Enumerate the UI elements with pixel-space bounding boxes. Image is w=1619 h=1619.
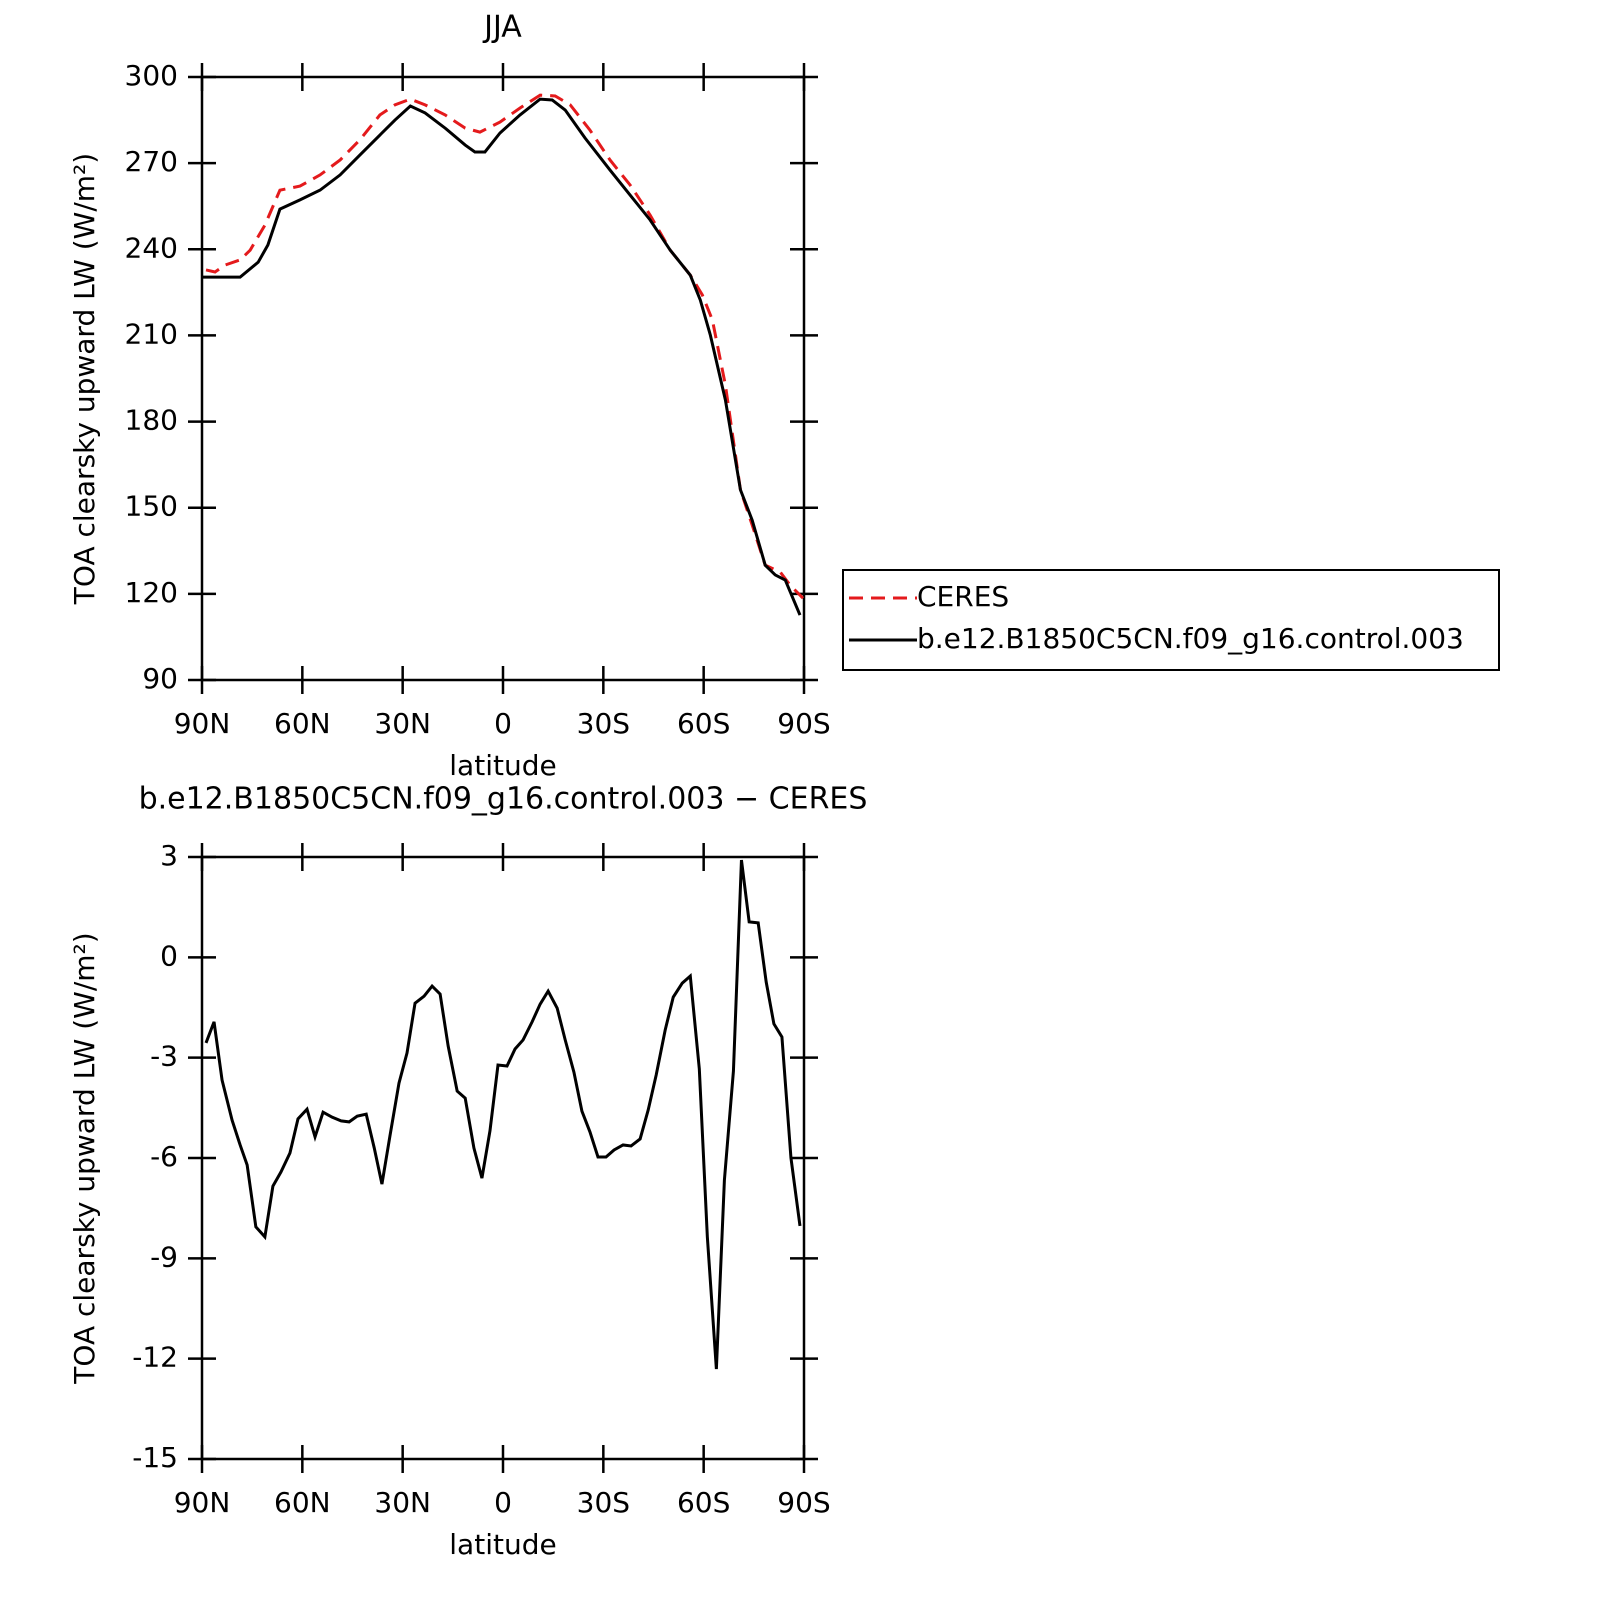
y-tick-label: -12: [132, 1341, 178, 1374]
x-tick-label: 90N: [174, 1486, 231, 1519]
y-tick-label: 3: [160, 839, 178, 872]
y-tick-label: 0: [160, 939, 178, 972]
y-tick-label: 240: [125, 231, 178, 264]
y-tick-label: 90: [142, 662, 178, 695]
y-tick-label: 300: [125, 59, 178, 92]
y-tick-label: -9: [150, 1240, 178, 1273]
x-tick-label: 60S: [677, 707, 730, 740]
legend-box: [842, 569, 1500, 671]
y-tick-label: 210: [125, 317, 178, 350]
plot-frame: [200, 855, 806, 1461]
x-tick-label: 90S: [777, 1486, 830, 1519]
x-axis-label: latitude: [449, 1528, 556, 1561]
x-tick-label: 30S: [577, 1486, 630, 1519]
data-line: [204, 859, 802, 1370]
y-tick-label: -3: [150, 1040, 178, 1073]
x-tick-label: 60N: [274, 707, 331, 740]
y-tick-label: -15: [132, 1441, 178, 1474]
legend-label: CERES: [917, 580, 1009, 613]
y-tick-label: 150: [125, 490, 178, 523]
x-tick-label: 60N: [274, 1486, 331, 1519]
y-tick-label: 120: [125, 576, 178, 609]
legend-label: b.e12.B1850C5CN.f09_g16.control.003: [917, 622, 1464, 655]
x-tick-label: 90N: [174, 707, 231, 740]
x-tick-label: 30S: [577, 707, 630, 740]
chart-title: b.e12.B1850C5CN.f09_g16.control.003 − CE…: [139, 782, 868, 817]
y-tick-label: 270: [125, 145, 178, 178]
x-tick-label: 90S: [777, 707, 830, 740]
chart-title: JJA: [482, 10, 522, 45]
x-tick-label: 30N: [374, 1486, 431, 1519]
y-axis-label: TOA clearsky upward LW (W/m²): [68, 932, 101, 1384]
plot-frame: [200, 75, 806, 682]
y-axis-label: TOA clearsky upward LW (W/m²): [68, 153, 101, 605]
x-tick-label: 60S: [677, 1486, 730, 1519]
data-line: [202, 97, 802, 616]
y-tick-label: -6: [150, 1140, 178, 1173]
data-line: [205, 93, 805, 600]
x-tick-label: 0: [494, 1486, 512, 1519]
x-axis-label: latitude: [449, 749, 556, 782]
x-tick-label: 0: [494, 707, 512, 740]
x-tick-label: 30N: [374, 707, 431, 740]
y-tick-label: 180: [125, 404, 178, 437]
